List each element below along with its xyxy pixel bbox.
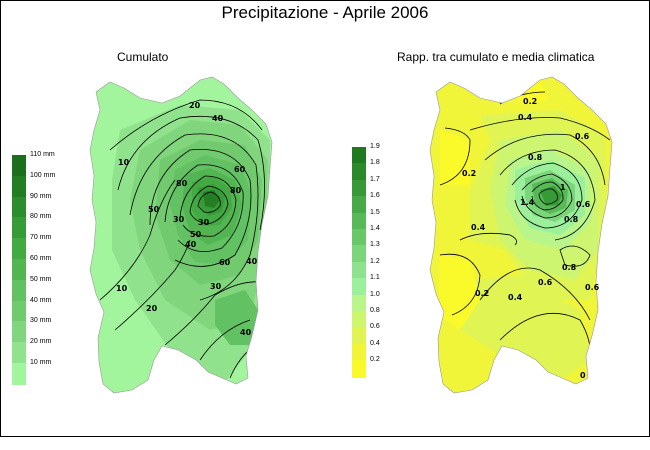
legend-swatch [352,163,366,181]
contour-label: 60 [234,165,246,174]
legend-label: 1.9 [370,143,380,150]
page-title: Precipitazione - Aprile 2006 [221,3,429,22]
legend-label: 1.0 [370,290,380,298]
legend-label: 30 mm [30,317,52,325]
contour-label: 40 [212,114,224,123]
right-contours [439,91,611,376]
legend-swatch [12,259,26,281]
legend-swatch [352,311,366,329]
legend-swatch [12,300,26,323]
contour-label: 0.6 [585,283,600,292]
contour-label: 0.2 [462,169,476,178]
legend-swatch [12,155,26,177]
legend-label: 0.2 [370,356,380,364]
legend-swatch [12,363,26,385]
contour-label: 40 [240,328,252,337]
contour-label: 0.4 [471,223,486,232]
contour-label: 0.4 [508,293,523,302]
contour-label: 30 [210,282,222,291]
legend-label: 0.8 [370,307,380,314]
contour-label: 40 [246,257,258,266]
contour-label: 60 [219,258,231,267]
contour-label: 0.6 [575,132,590,141]
contour-label: 1.4 [520,198,535,207]
legend-swatch [352,179,366,198]
contour-label: 30 [198,218,210,227]
contour-label: 20 [189,101,201,110]
legend-label: 1.8 [370,159,380,167]
legend-swatch [352,196,366,214]
legend-swatch [352,229,366,247]
contour-label: 80 [176,179,188,188]
legend-swatch [12,321,26,344]
legend-swatch [352,245,366,263]
contour-label: 0.8 [528,153,543,162]
legend-swatch [12,175,26,198]
right-map-title: Rapp. tra cumulato e media climatica [397,50,595,64]
legend-swatch [12,342,26,364]
left-map-title: Cumulato [117,50,169,64]
contour-label: 30 [173,215,185,224]
legend-label: 50 mm [30,275,52,283]
contour-label: 0.6 [538,278,553,287]
legend-label: 10 mm [30,359,52,366]
legend-swatch [12,196,26,219]
contour-label: 0.4 [518,113,533,122]
contour-label: 0.2 [523,97,537,106]
legend-swatch [352,147,366,165]
legend-label: 80 mm [30,213,52,221]
contour-label: 0.2 [475,289,489,298]
legend-swatch [352,360,366,378]
legend-label: 1.1 [370,274,380,282]
legend-label: 0.4 [370,339,380,347]
legend-swatch [352,327,366,345]
legend-swatch [352,212,366,230]
legend-label: 1.6 [370,192,380,200]
legend-label: 1.7 [370,175,380,183]
legend-label: 110 mm [30,151,55,158]
legend-label: 20 mm [30,338,52,346]
legend-label: 1.3 [370,241,380,249]
legend-label: 60 mm [30,255,52,262]
legend-swatch [352,343,366,362]
contour-label: 40 [185,240,197,249]
legend-label: 1.4 [370,225,380,232]
left-contours [99,99,265,379]
legend-swatch [352,278,366,296]
contour-label: 50 [190,230,202,239]
contour-label: 10 [118,158,130,167]
legend-label: 100 mm [30,171,56,179]
legend-label: 70 mm [30,234,52,242]
legend-swatch [352,261,366,280]
contour-label: 50 [148,205,160,214]
contour-label: 0.6 [576,200,591,209]
contour-label: 1 [560,183,566,192]
contour-label: 0.8 [562,263,577,272]
contour-label: 20 [146,304,158,313]
contour-label: 80 [230,186,242,195]
contour-label: 10 [116,284,128,293]
contour-label: 0 [580,371,586,380]
legend-swatch [12,217,26,240]
legend-label: 1.2 [370,257,380,265]
legend-label: 40 mm [30,296,52,304]
legend-label: 1.5 [370,208,380,216]
legend-swatch [12,238,26,260]
legend-label: 0.6 [370,323,380,331]
legend-label: 90 mm [30,192,52,200]
legend-swatch [12,279,26,302]
legend-swatch [352,294,366,312]
contour-label: 0.8 [564,215,579,224]
